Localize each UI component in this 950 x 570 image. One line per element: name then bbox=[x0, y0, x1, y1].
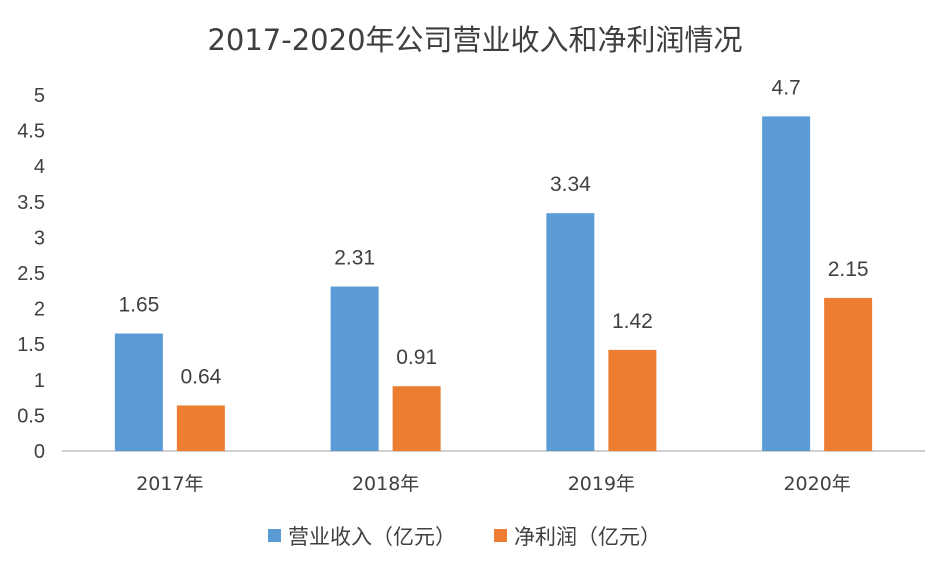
y-tick-label: 4.5 bbox=[17, 121, 45, 143]
y-tick-label: 2.5 bbox=[17, 263, 45, 285]
legend-label: 营业收入（亿元） bbox=[288, 525, 456, 549]
y-tick-label: 5 bbox=[34, 85, 45, 107]
x-axis: 2017年 2018年 2019年 2020年 bbox=[136, 473, 851, 495]
data-label: 1.65 bbox=[118, 294, 159, 317]
data-label: 1.42 bbox=[612, 310, 653, 333]
x-tick-label: 2017年 bbox=[136, 473, 203, 495]
y-tick-label: 0 bbox=[34, 441, 45, 463]
y-tick-label: 1.5 bbox=[17, 334, 45, 356]
profit-bar bbox=[176, 405, 225, 451]
data-label: 2.15 bbox=[828, 258, 869, 281]
y-tick-label: 0.5 bbox=[17, 405, 45, 427]
profit-bar bbox=[392, 386, 441, 451]
y-tick-label: 4 bbox=[34, 156, 45, 178]
revenue-bar bbox=[762, 116, 811, 452]
data-label: 0.91 bbox=[396, 346, 437, 369]
data-label: 4.7 bbox=[772, 76, 801, 99]
y-axis: 0 0.5 1 1.5 2 2.5 3 3.5 4 4.5 5 bbox=[17, 85, 45, 463]
x-tick-label: 2018年 bbox=[352, 473, 419, 495]
legend-swatch bbox=[494, 529, 507, 542]
revenue-bar bbox=[114, 333, 163, 451]
y-tick-label: 2 bbox=[34, 299, 45, 321]
bars: 1.65 0.64 2.31 0.91 3.34 1.42 4.7 2.15 bbox=[114, 76, 873, 452]
y-tick-label: 3 bbox=[34, 227, 45, 249]
legend: 营业收入（亿元） 净利润（亿元） bbox=[268, 525, 661, 549]
data-label: 2.31 bbox=[334, 247, 375, 270]
revenue-bar bbox=[546, 213, 595, 451]
data-label: 0.64 bbox=[180, 365, 221, 388]
legend-swatch bbox=[268, 529, 281, 542]
y-tick-label: 1 bbox=[34, 370, 45, 392]
legend-label: 净利润（亿元） bbox=[514, 525, 661, 549]
data-label: 3.34 bbox=[550, 173, 591, 196]
y-tick-label: 3.5 bbox=[17, 192, 45, 214]
chart-title: 2017-2020年公司营业收入和净利润情况 bbox=[207, 23, 742, 57]
x-tick-label: 2020年 bbox=[783, 473, 850, 495]
x-tick-label: 2019年 bbox=[568, 473, 635, 495]
profit-bar bbox=[824, 297, 873, 451]
revenue-bar bbox=[330, 286, 379, 451]
profit-bar bbox=[608, 349, 657, 451]
